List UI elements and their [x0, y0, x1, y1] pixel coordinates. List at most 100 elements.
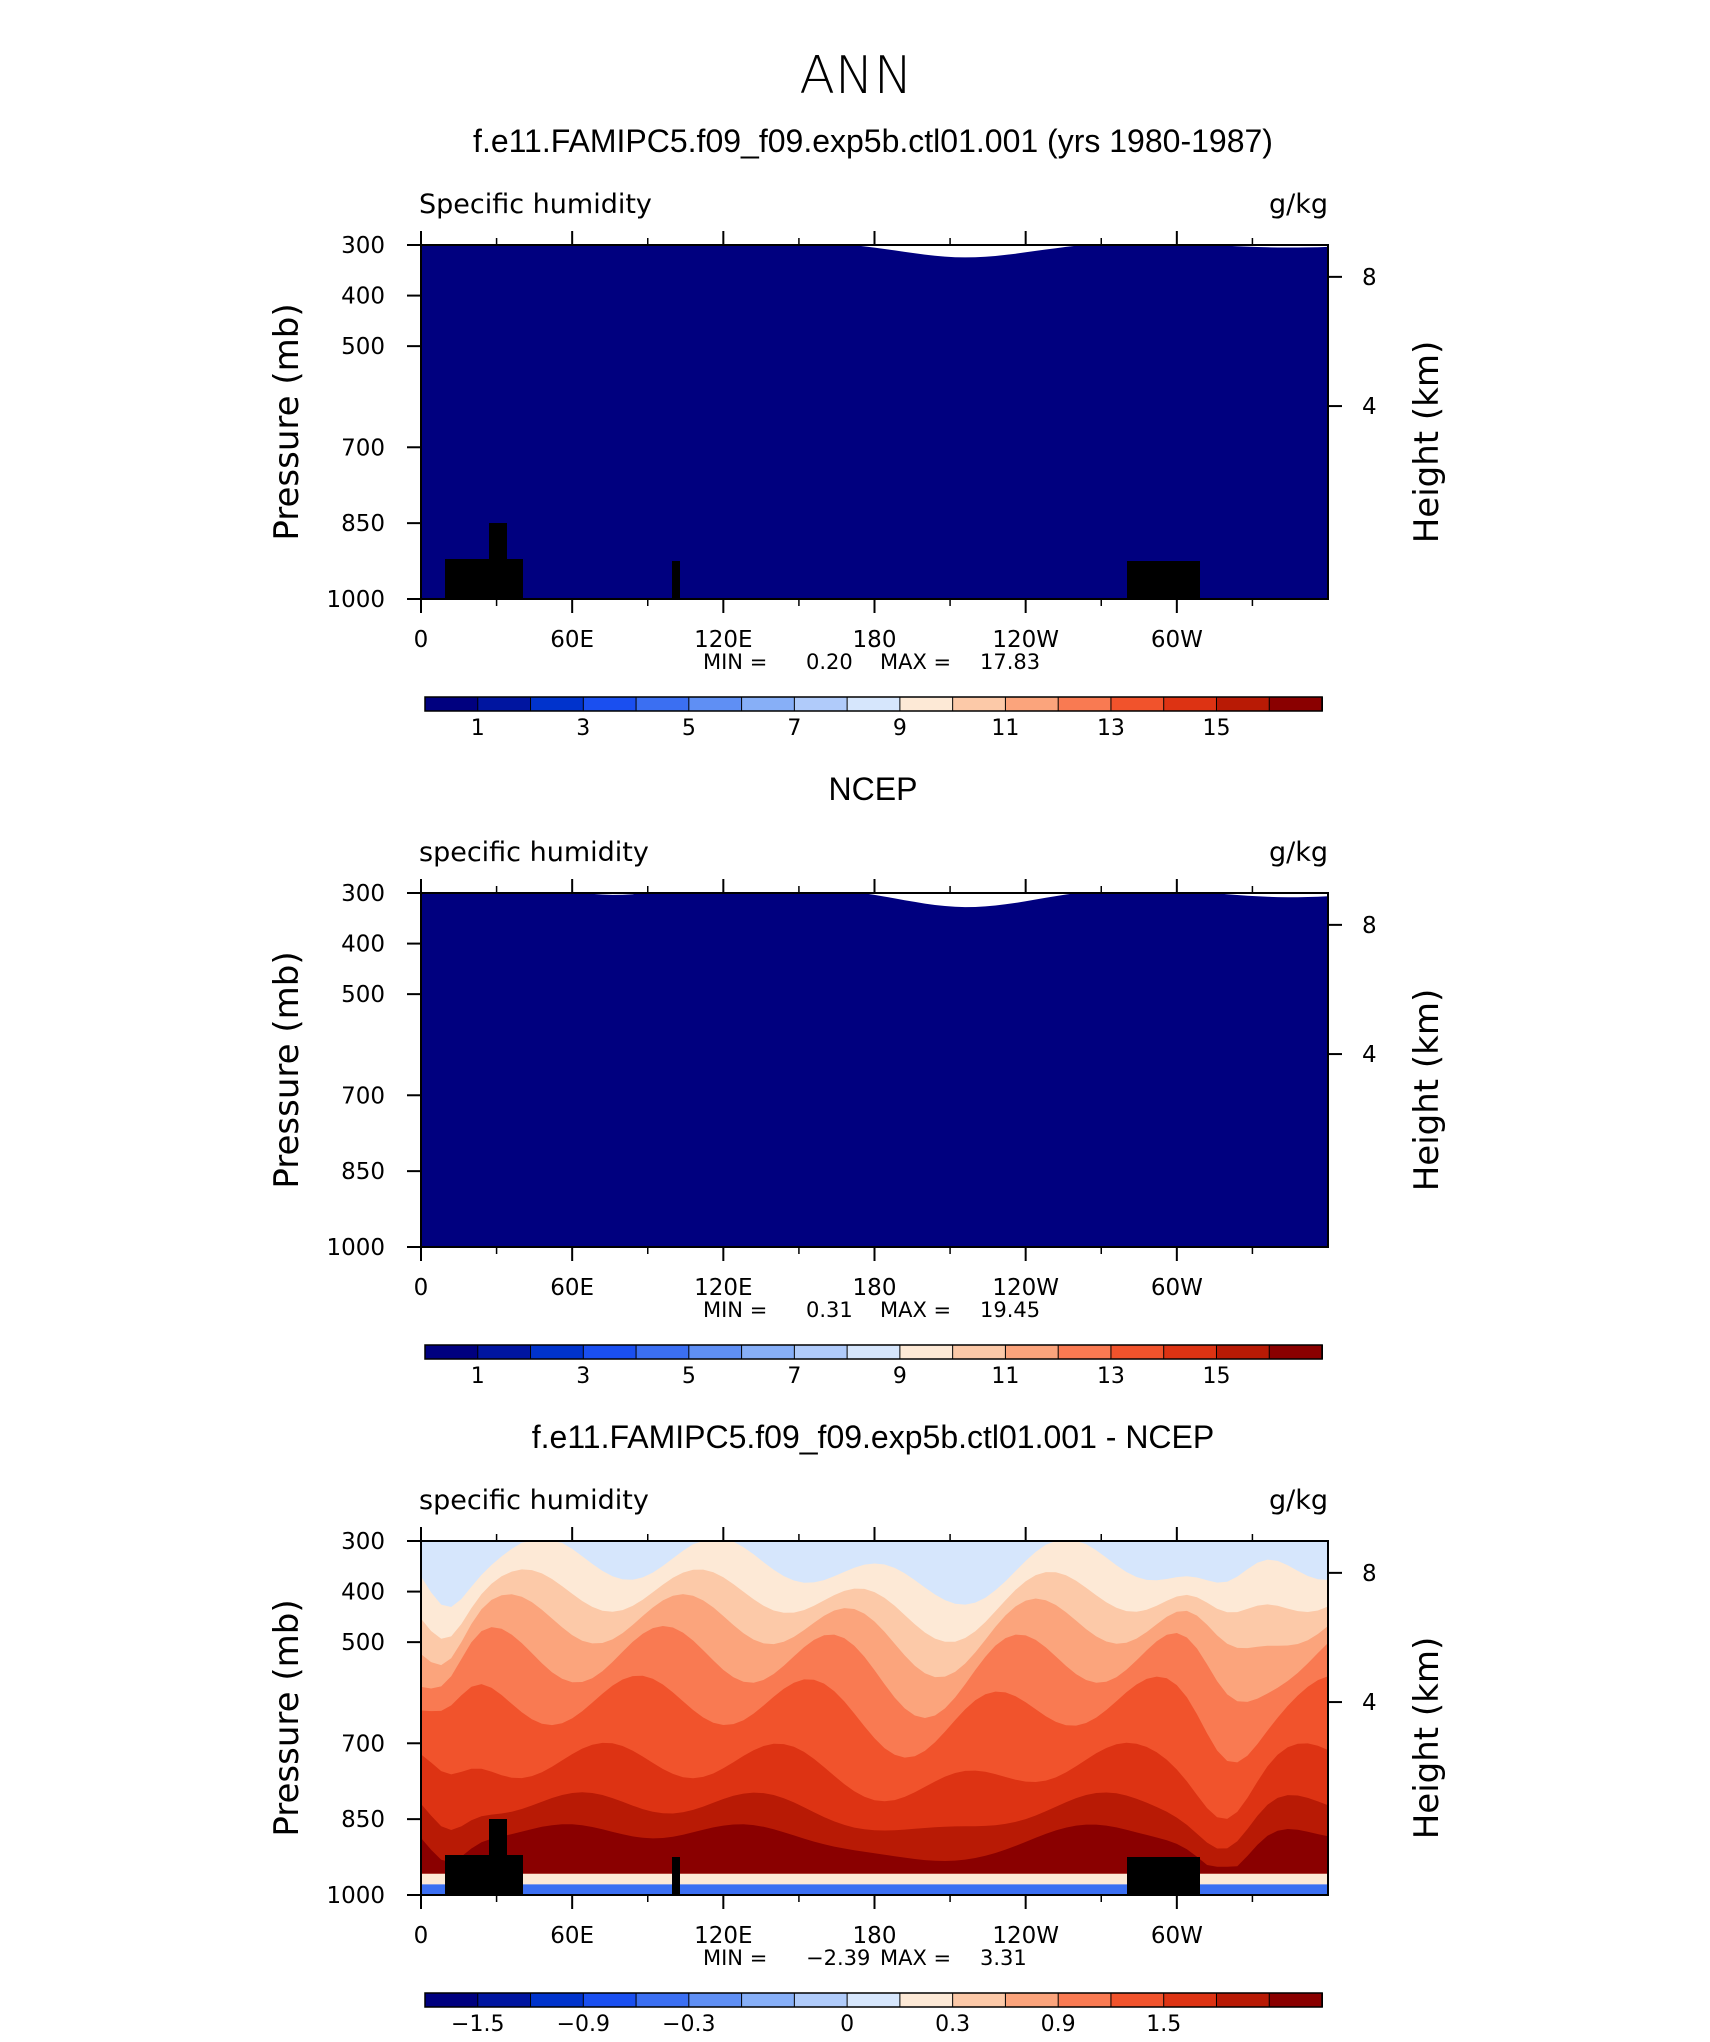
colorbar-label: 15 — [1202, 716, 1230, 741]
units-label: g/kg — [1269, 837, 1328, 868]
x-tick-label: 120W — [992, 627, 1059, 653]
panel-title: NCEP — [829, 771, 918, 807]
contour-field — [421, 1541, 1328, 1895]
colorbar-swatch — [952, 1992, 1007, 2008]
min-label: MIN = — [703, 650, 767, 674]
y-tick-label: 500 — [341, 1630, 385, 1656]
variable-label: specific humidity — [419, 837, 649, 868]
colorbar-swatch — [1268, 1344, 1324, 1360]
y-tick-label: 300 — [341, 1529, 385, 1555]
colorbar-swatch — [1057, 1992, 1112, 2008]
colorbar-swatch — [741, 696, 796, 712]
colorbar-swatch — [530, 1992, 585, 2008]
panel-1: f.e11.FAMIPC5.f09_f09.exp5b.ctl01.001 (y… — [267, 123, 1447, 741]
x-tick-label: 0 — [414, 1923, 429, 1949]
x-tick-label: 120W — [992, 1923, 1059, 1949]
colorbar-swatch — [688, 1992, 743, 2008]
colorbar-swatch — [477, 1992, 532, 2008]
colorbar-swatch — [846, 1992, 901, 2008]
contour-field — [421, 245, 1328, 599]
colorbar: −1.5 −0.9 −0.3 0 0.3 0.9 1.5 — [424, 1992, 1324, 2037]
units-label: g/kg — [1269, 1485, 1328, 1516]
colorbar-label: 11 — [991, 1364, 1019, 1389]
y-right-tick-label: 8 — [1362, 1561, 1377, 1587]
colorbar-swatch — [477, 696, 532, 712]
colorbar-label: 1.5 — [1146, 2012, 1181, 2037]
colorbar-swatch — [741, 1992, 796, 2008]
max-value: 3.31 — [980, 1946, 1027, 1970]
colorbar-swatch — [1004, 696, 1060, 712]
min-value: 0.31 — [806, 1298, 853, 1322]
y-right-tick-label: 8 — [1362, 913, 1377, 939]
colorbar-swatch — [1268, 696, 1324, 712]
y-tick-label: 300 — [341, 881, 385, 907]
colorbar-swatch — [582, 1992, 638, 2008]
colorbar-swatch — [688, 696, 743, 712]
x-tick-label: 120E — [694, 1275, 752, 1301]
colorbar-frame — [424, 1992, 1323, 2008]
x-tick-label: 180 — [853, 627, 897, 653]
y-tick-label: 400 — [341, 932, 385, 958]
colorbar-swatch — [952, 696, 1007, 712]
colorbar-label: 7 — [787, 1364, 801, 1389]
y-tick-label: 850 — [341, 1807, 385, 1833]
colorbar-swatch — [1110, 1344, 1165, 1360]
x-tick-label: 120E — [694, 1923, 752, 1949]
y-tick-label: 500 — [341, 334, 385, 360]
panel-2: NCEP specific humidity g/kg 0 60E 120E 180 120W… — [267, 771, 1447, 1389]
colorbar-swatch — [530, 1344, 585, 1360]
y-tick-label: 1000 — [326, 1883, 385, 1909]
colorbar-label: −1.5 — [451, 2012, 504, 2037]
min-value: −2.39 — [806, 1946, 870, 1970]
colorbar-swatch — [899, 696, 954, 712]
max-value: 17.83 — [980, 650, 1040, 674]
colorbar-swatch — [899, 1992, 954, 2008]
colorbar-swatch — [424, 696, 479, 712]
colorbar-label: 15 — [1202, 1364, 1230, 1389]
colorbar-frame — [424, 696, 1323, 712]
colorbar-swatch — [1004, 1992, 1060, 2008]
contour-field — [421, 893, 1328, 1247]
panel-3: f.e11.FAMIPC5.f09_f09.exp5b.ctl01.001 - … — [267, 1419, 1447, 2037]
colorbar-swatch — [846, 696, 901, 712]
x-tick-label: 60W — [1151, 627, 1203, 653]
y-tick-label: 400 — [341, 1580, 385, 1606]
x-tick-label: 120W — [992, 1275, 1059, 1301]
colorbar-swatch — [635, 1992, 690, 2008]
y-tick-label: 850 — [341, 511, 385, 537]
variable-label: specific humidity — [419, 1485, 649, 1516]
colorbar-label: 5 — [682, 1364, 696, 1389]
y-right-tick-label: 4 — [1362, 1042, 1377, 1068]
colorbar-swatch — [793, 1344, 849, 1360]
x-tick-label: 60W — [1151, 1923, 1203, 1949]
x-tick-label: 60W — [1151, 1275, 1203, 1301]
colorbar-label: −0.9 — [557, 2012, 610, 2037]
max-value: 19.45 — [980, 1298, 1040, 1322]
colorbar-swatch — [688, 1344, 743, 1360]
x-tick-label: 180 — [853, 1275, 897, 1301]
variable-label: Specific humidity — [419, 189, 652, 220]
colorbar-label: 13 — [1097, 716, 1125, 741]
colorbar: 1 3 5 7 9 11 13 15 — [424, 696, 1324, 741]
colorbar-swatch — [1163, 1344, 1218, 1360]
colorbar-label: 0.9 — [1041, 2012, 1076, 2037]
panel-title: f.e11.FAMIPC5.f09_f09.exp5b.ctl01.001 - … — [532, 1419, 1214, 1455]
colorbar-label: 1 — [471, 716, 485, 741]
colorbar-label: 0.3 — [935, 2012, 970, 2037]
y-tick-label: 850 — [341, 1159, 385, 1185]
colorbar-label: 1 — [471, 1364, 485, 1389]
colorbar-swatch — [477, 1344, 532, 1360]
colorbar-swatch — [741, 1344, 796, 1360]
min-label: MIN = — [703, 1298, 767, 1322]
y-tick-label: 500 — [341, 982, 385, 1008]
y-axis-title: Pressure (mb) — [267, 1599, 307, 1836]
y-tick-label: 1000 — [326, 1235, 385, 1261]
colorbar-swatch — [635, 1344, 690, 1360]
colorbar-swatch — [793, 1992, 849, 2008]
y-right-tick-label: 8 — [1362, 265, 1377, 291]
colorbar-swatch — [793, 696, 849, 712]
colorbar-swatch — [1163, 1992, 1218, 2008]
colorbar-label: −0.3 — [662, 2012, 715, 2037]
colorbar-swatch — [1215, 1992, 1271, 2008]
